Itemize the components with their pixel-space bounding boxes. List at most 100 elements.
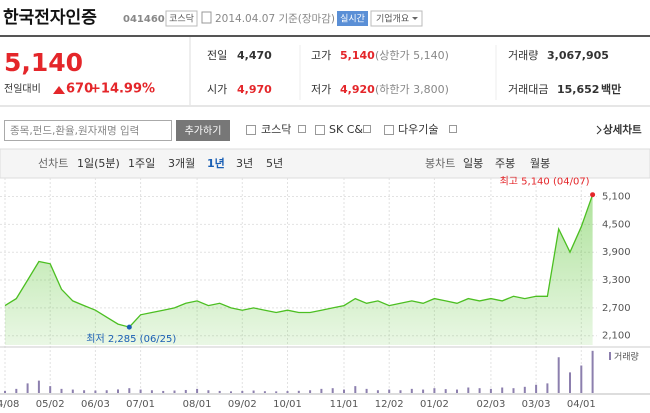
tab[interactable]: 월봉 [530, 157, 550, 170]
volume-bar [230, 391, 232, 393]
remove-box[interactable] [449, 125, 457, 133]
quote-label: 고가 [311, 49, 331, 62]
volume-bar [512, 388, 515, 393]
volume-bar [591, 350, 594, 393]
volume-bar [150, 390, 153, 393]
volume-bar [105, 390, 108, 393]
volume-bar [354, 386, 357, 393]
low-annotation: 최저 2,285 (06/25) [86, 333, 176, 345]
volume-bar [218, 390, 221, 393]
volume-bar [376, 390, 379, 393]
volume-bar [26, 383, 29, 393]
remove-box[interactable] [363, 125, 371, 133]
add-button[interactable] [176, 120, 230, 141]
tab[interactable]: 3년 [236, 157, 253, 170]
tab-bar [0, 148, 650, 179]
quote-value: 4,970 [237, 83, 272, 96]
remove-box[interactable] [298, 125, 306, 133]
tab-group-label: 선차트 [38, 157, 68, 170]
quote-label: 거래량 [508, 49, 538, 62]
tab[interactable]: 1주일 [128, 156, 155, 170]
volume-bar [410, 388, 413, 393]
market: 코스닥 [169, 14, 194, 25]
tab-group-label: 봉차트 [425, 157, 455, 170]
checkbox[interactable] [384, 125, 394, 135]
add-label[interactable]: 추가하기 [185, 124, 222, 137]
stock-name: 한국전자인증 [3, 8, 97, 28]
x-tick-label: 06/03 [81, 399, 110, 410]
volume-bar [444, 389, 447, 393]
tab[interactable]: 일봉 [463, 156, 483, 170]
volume-bar [94, 390, 97, 393]
company-info[interactable]: 기업개요 [376, 14, 409, 25]
x-tick-label: 04/08 [0, 399, 19, 410]
quote-value: 3,067,905 [547, 49, 609, 62]
volume-bar [37, 380, 40, 393]
volume-bar [478, 388, 481, 393]
compare-item[interactable]: 코스닥 [261, 123, 291, 136]
price-area [5, 194, 593, 345]
quote-label: 저가 [311, 83, 331, 96]
volume-bar [422, 389, 425, 393]
price-chart: 04/08 05/02 06/03 07/01 08/01 09/02 10/01 11/01… [0, 176, 650, 410]
checkbox[interactable] [315, 125, 325, 135]
low-point [126, 324, 132, 330]
up-arrow [53, 86, 65, 94]
volume-bar [139, 389, 142, 393]
tab[interactable]: 5년 [266, 157, 283, 170]
volume-label: 거래량 [614, 351, 639, 363]
volume-bar [162, 390, 165, 393]
quote-value: 4,470 [237, 49, 272, 62]
tab[interactable]: 1일(5분) [77, 156, 120, 170]
search-placeholder[interactable]: 종목,펀드,환율,원자재명 입력 [10, 124, 139, 137]
change: 670 [66, 82, 93, 97]
volume-bar [241, 390, 244, 393]
detail-link[interactable]: 상세차트 [603, 123, 642, 136]
x-tick-label: 08/01 [183, 399, 212, 410]
x-tick-label: 10/01 [273, 399, 302, 410]
volume-bar [320, 388, 323, 393]
stock-code: 041460 [123, 14, 165, 25]
change-label: 전일대비 [4, 83, 41, 95]
checkbox[interactable] [246, 125, 256, 135]
date: 2014.04.07 기준(장마감) [215, 13, 335, 25]
tab[interactable]: 3개월 [168, 157, 195, 170]
volume-bar [263, 391, 266, 393]
volume-bar [4, 390, 6, 393]
volume-bar [388, 389, 391, 393]
volume-bar [173, 390, 176, 393]
x-tick-label: 11/01 [330, 399, 359, 410]
compare-item[interactable]: SK C& [329, 123, 363, 136]
volume-bar [275, 391, 278, 393]
x-tick-label: 01/02 [420, 399, 449, 410]
quote-note: (하한가 3,800) [375, 82, 449, 96]
quote-value: 15,652 [557, 83, 599, 96]
volume-bar [523, 386, 526, 393]
quote-value: 5,140 [340, 49, 375, 62]
company-button[interactable] [370, 10, 423, 27]
search-input[interactable] [4, 120, 172, 141]
volume-bar [365, 388, 368, 393]
y-tick-label: 3,900 [602, 247, 631, 258]
volume-bar [184, 389, 187, 393]
volume-bar [501, 387, 504, 393]
quote-unit: 백만 [601, 82, 621, 96]
quote-label: 시가 [207, 83, 227, 96]
volume-bar [557, 357, 560, 393]
high-annotation: 최고 5,140 (04/07) [500, 176, 590, 188]
y-tick-label: 2,100 [602, 331, 631, 342]
realtime[interactable]: 실시간 [340, 14, 365, 25]
volume-bar [456, 389, 458, 393]
volume-legend-mark [609, 352, 611, 360]
x-tick-label: 03/03 [522, 399, 551, 410]
volume-bar [71, 389, 74, 393]
tab[interactable]: 1년 [207, 156, 225, 170]
dropdown-arrow [412, 17, 418, 20]
volume-bar [489, 388, 492, 393]
quote-label: 거래대금 [508, 83, 548, 96]
volume-bar [60, 388, 63, 393]
tab[interactable]: 주봉 [495, 157, 515, 170]
compare-item[interactable]: 다우기술 [398, 123, 438, 136]
realtime-button[interactable] [337, 11, 368, 26]
